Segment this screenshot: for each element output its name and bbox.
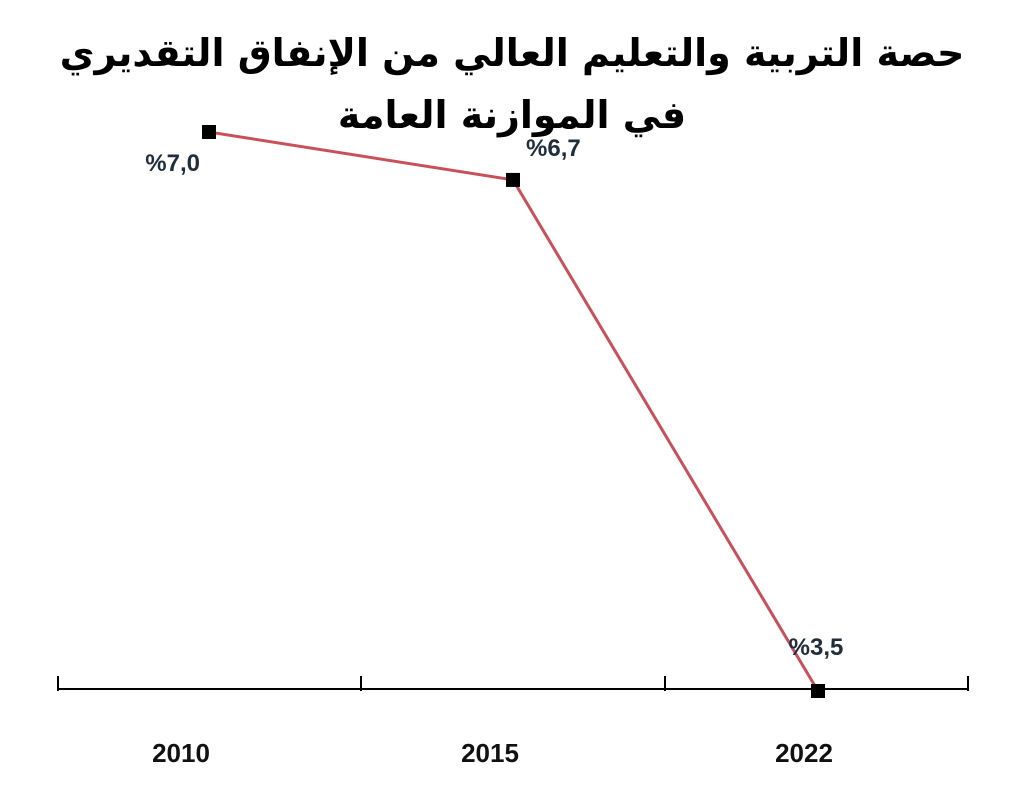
data-point-marker: [202, 125, 216, 139]
chart-title-line-1: حصة التربية والتعليم العالي من الإنفاق ا…: [59, 31, 965, 75]
data-label: %3,5: [789, 634, 844, 661]
data-point-marker: [811, 684, 825, 698]
x-tick-labels: 2010 2015 2022: [152, 738, 833, 768]
data-label: %6,7: [526, 135, 581, 162]
data-point-marker: [506, 172, 520, 187]
chart-title-line-2: في الموازنة العامة: [337, 93, 687, 137]
x-tick-label: 2015: [461, 738, 519, 768]
series-layer: [202, 125, 825, 698]
label-layer: %7,0 %6,7 %3,5: [145, 135, 843, 661]
data-label: %7,0: [145, 150, 200, 177]
x-tick-label: 2010: [152, 738, 210, 768]
chart-title: حصة التربية والتعليم العالي من الإنفاق ا…: [0, 22, 1024, 146]
x-tick-label: 2022: [775, 738, 833, 768]
series-line: [208, 130, 820, 692]
